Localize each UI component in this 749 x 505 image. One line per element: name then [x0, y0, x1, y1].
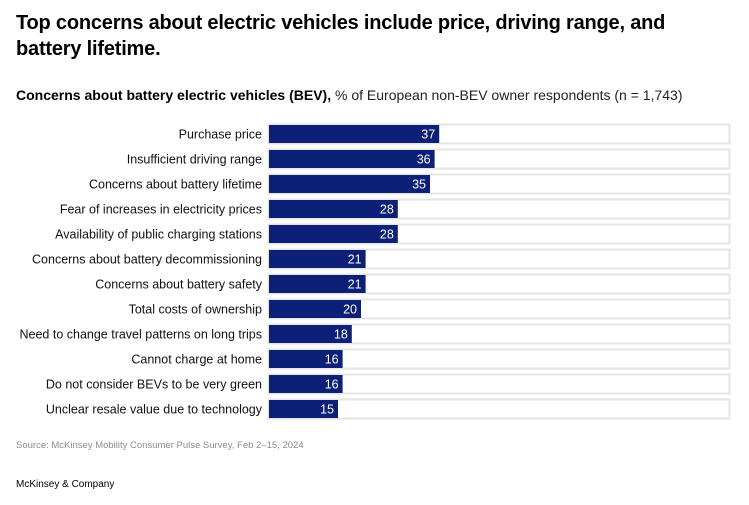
bar-track [267, 273, 731, 295]
brand-logo: McKinsey & Company [16, 479, 115, 490]
bar-row: Concerns about battery safety 21 [95, 273, 731, 295]
bar [269, 300, 361, 318]
bar-track [267, 323, 731, 345]
category-label: Purchase price [179, 128, 262, 142]
bar-track [267, 398, 731, 420]
bar-row: Fear of increases in electricity prices 2… [60, 198, 731, 220]
value-label: 28 [380, 203, 394, 217]
category-label: Availability of public charging stations [55, 228, 262, 242]
bar-track [267, 248, 731, 270]
bar [269, 125, 440, 143]
value-label: 16 [325, 353, 339, 367]
bar-track [267, 348, 731, 370]
chart-subtitle: Concerns about battery electric vehicles… [16, 86, 683, 104]
bar [269, 250, 366, 268]
bar [269, 325, 352, 343]
bar-row: Insufficient driving range 36 [127, 148, 731, 170]
bar [269, 175, 430, 193]
subtitle-bold: Concerns about battery electric vehicles… [16, 87, 332, 103]
bar [269, 400, 338, 418]
value-label: 21 [348, 253, 362, 267]
bar-row: Purchase price 37 [179, 123, 731, 145]
bar [269, 225, 398, 243]
bar-row: Unclear resale value due to technology 15 [46, 398, 731, 420]
bar [269, 275, 366, 293]
bar-row: Do not consider BEVs to be very green 16 [46, 373, 731, 395]
value-label: 18 [334, 328, 348, 342]
value-label: 36 [417, 153, 431, 167]
category-label: Cannot charge at home [131, 353, 262, 367]
value-label: 15 [320, 403, 334, 417]
value-label: 35 [412, 178, 426, 192]
category-label: Concerns about battery decommissioning [32, 253, 262, 267]
bar-row: Availability of public charging stations… [55, 223, 731, 245]
subtitle-units: % of European non-BEV owner respondents … [331, 87, 683, 103]
bar-track [267, 373, 731, 395]
category-label: Insufficient driving range [127, 153, 262, 167]
category-label: Fear of increases in electricity prices [60, 203, 262, 217]
bar-row: Total costs of ownership 20 [129, 298, 731, 320]
category-label: Do not consider BEVs to be very green [46, 378, 262, 392]
value-label: 16 [325, 378, 339, 392]
category-label: Concerns about battery safety [95, 278, 263, 292]
bar-track [267, 298, 731, 320]
bar [269, 375, 343, 393]
category-label: Concerns about battery lifetime [89, 178, 262, 192]
bar-row: Cannot charge at home 16 [131, 348, 731, 370]
value-label: 21 [348, 278, 362, 292]
value-label: 20 [343, 303, 357, 317]
bar [269, 350, 343, 368]
bar-row: Need to change travel patterns on long t… [19, 323, 731, 345]
value-label: 37 [421, 128, 435, 142]
bar [269, 150, 435, 168]
source-note: Source: McKinsey Mobility Consumer Pulse… [16, 440, 304, 451]
bar [269, 200, 398, 218]
category-label: Unclear resale value due to technology [46, 403, 263, 417]
bar-chart: Purchase price 37 Insufficient driving ran… [19, 123, 731, 420]
bar-row: Concerns about battery lifetime 35 [89, 173, 731, 195]
chart-title: Top concerns about electric vehicles inc… [16, 12, 666, 60]
category-label: Need to change travel patterns on long t… [19, 328, 262, 342]
bar-row: Concerns about battery decommissioning 21 [32, 248, 731, 270]
category-label: Total costs of ownership [129, 303, 262, 317]
value-label: 28 [380, 228, 394, 242]
